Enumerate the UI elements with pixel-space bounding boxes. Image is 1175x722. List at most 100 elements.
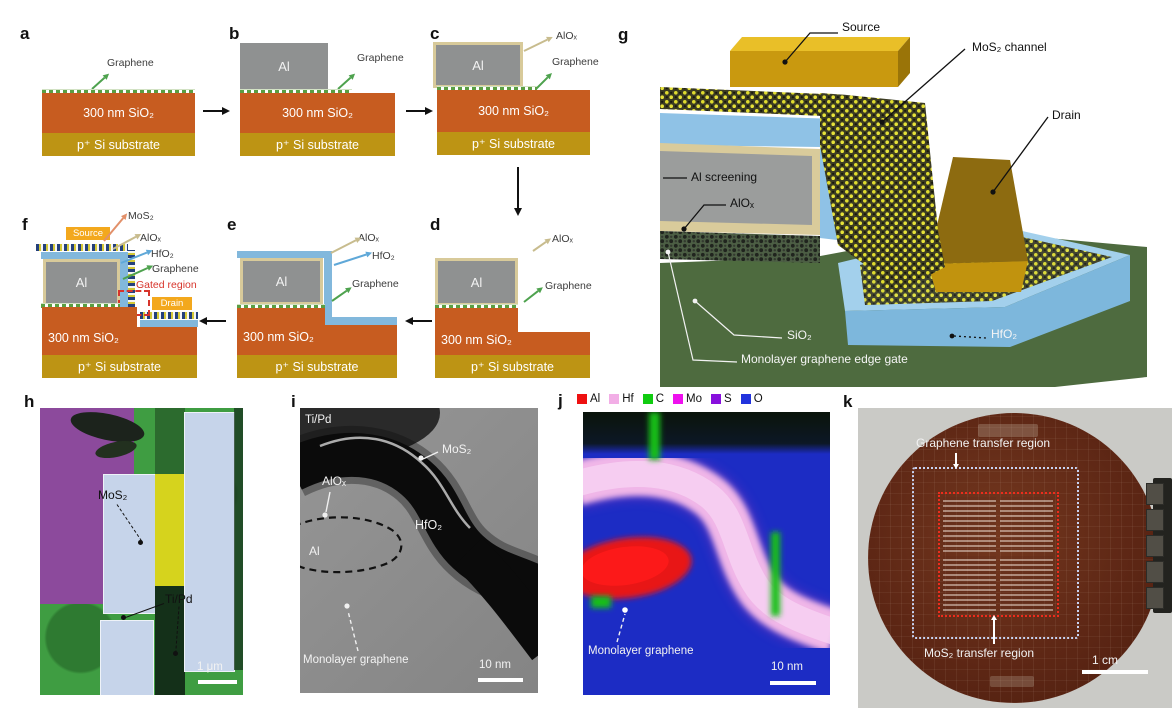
sio2-layer-etched: [137, 327, 197, 355]
wafer-test-structure: [978, 424, 1038, 437]
alox-label-tem: AlOₓ: [322, 474, 346, 488]
panel-letter-e: e: [227, 215, 237, 234]
legend-swatch-hf: [609, 394, 620, 404]
hfo2-layer-top: [237, 251, 332, 258]
substrate-label: p⁺ Si substrate: [76, 138, 161, 152]
graphene-transfer-region-box: [912, 467, 1079, 639]
substrate-layer: p⁺ Si substrate: [42, 355, 197, 378]
mos2-channel-label-3d: MoS₂ channel: [972, 40, 1047, 54]
sio2-layer-step: [435, 308, 518, 355]
leader-lines-white: [667, 251, 783, 363]
panel-letter-j: j: [558, 391, 563, 410]
hfo2-layer-side: [324, 251, 332, 325]
chip: [1146, 587, 1164, 609]
legend-item: O: [740, 393, 763, 405]
mos2-region-label: MoS₂ transfer region: [924, 646, 1035, 660]
graphene-arrow-icon: [331, 289, 348, 302]
sio2-label: 300 nm SiO₂: [83, 106, 154, 120]
sio2-layer: 300 nm SiO₂: [437, 90, 590, 132]
process-arrow-c-d: [513, 167, 522, 216]
sem-image: MoS₂ Ti/Pd 1 μm: [40, 408, 243, 695]
al-dashed-outline: [300, 516, 403, 574]
carbon-green-streaks: [591, 412, 780, 616]
graphene-layer: [41, 303, 120, 308]
source-box: Source: [66, 227, 110, 240]
al-block: Al: [240, 43, 328, 90]
hfo2-slab-front: [845, 255, 1130, 347]
graphene-label-b: Graphene: [357, 52, 404, 64]
substrate-label: p⁺ Si substrate: [275, 138, 360, 152]
substrate-layer: p⁺ Si substrate: [437, 132, 590, 155]
die-array-block: [1000, 497, 1053, 552]
alox-label-c: AlOₓ: [556, 30, 577, 42]
hfo2-label-3d: HfO₂: [991, 327, 1017, 341]
hfo2-label-tem: HfO₂: [415, 518, 443, 532]
legend-label: O: [753, 393, 763, 405]
sio2-layer: 300 nm SiO₂: [42, 93, 195, 133]
drain-electrode-3d: [928, 157, 1028, 264]
legend-swatch-al: [577, 394, 587, 404]
sio2-label: 300 nm SiO₂: [441, 333, 512, 347]
gated-region-label: Gated region: [136, 279, 197, 291]
hfo2-layer-bottom: [140, 320, 198, 327]
source-electrode-side: [898, 37, 910, 87]
legend-swatch-c: [642, 394, 653, 404]
leader-dots-black: [681, 59, 996, 339]
mos2-layer-top: [36, 244, 128, 251]
graphene-layer: [437, 86, 537, 91]
source-electrode-top: [730, 37, 910, 51]
dark-green-gap: [155, 408, 185, 474]
process-arrow-d-e: [405, 317, 432, 325]
graphene-layer: [237, 304, 325, 309]
tipd-label-tem: Ti/Pd: [305, 414, 332, 426]
legend-label: Hf: [622, 393, 634, 405]
scale-text: 10 nm: [771, 661, 803, 673]
graphene-leader-dot: [622, 607, 628, 613]
graphene-gate-label-3d: Monolayer graphene edge gate: [741, 352, 908, 366]
drain-electrode-front: [928, 261, 1028, 292]
graphene-label-e: Graphene: [352, 278, 399, 290]
dark-trench: [155, 586, 185, 695]
al-label: Al: [275, 274, 288, 289]
hfo2-label-e: HfO₂: [372, 250, 395, 262]
tipd-leader-dot-2: [173, 651, 178, 656]
panel-letter-c: c: [430, 24, 440, 43]
alox-arrow-icon: [523, 38, 548, 52]
sio2-layer: 300 nm SiO₂: [240, 93, 395, 133]
leader-lines-black: [663, 32, 1049, 339]
legend-label: Al: [590, 393, 601, 405]
legend-item: S: [711, 393, 732, 405]
mos2-layer-bottom: [140, 312, 198, 319]
legend-label: C: [655, 393, 665, 405]
al-label: Al: [75, 275, 88, 290]
substrate-label: p⁺ Si substrate: [471, 137, 556, 151]
alox-label-e: AlOₓ: [358, 232, 379, 244]
al-screening-label-3d: Al screening: [691, 170, 758, 184]
tipd-leader-dot: [121, 615, 126, 620]
alox-label-f: AlOₓ: [140, 232, 161, 244]
sio2-label: 300 nm SiO₂: [48, 331, 119, 345]
drain-label: Drain: [160, 298, 184, 309]
sio2-layer-etched: [518, 332, 590, 355]
graphene-layer: [240, 89, 352, 94]
mos2-transfer-region-box: [938, 492, 1059, 617]
mos2-region-arrow-icon: [990, 615, 997, 644]
drain-label-3d: Drain: [1052, 108, 1081, 122]
eds-map-image: Monolayer graphene 10 nm: [583, 412, 830, 695]
scale-text: 1 μm: [197, 661, 223, 673]
chip: [1146, 483, 1164, 505]
legend-item: Hf: [609, 393, 634, 405]
alox-arrow-icon: [330, 239, 357, 254]
mos2-label-sem: MoS₂: [98, 488, 128, 502]
substrate-layer: p⁺ Si substrate: [435, 355, 590, 378]
mos2-thin-line: [319, 436, 471, 529]
chip: [1146, 509, 1164, 531]
substrate-layer: p⁺ Si substrate: [240, 133, 395, 156]
graphene-label-tem: Monolayer graphene: [303, 654, 409, 666]
mos2-lattice-mesa-top: [660, 87, 847, 117]
process-arrow-b-c: [406, 107, 433, 115]
sio2-layer-step: [42, 307, 137, 355]
scale-bar: [198, 680, 237, 684]
source-label-3d: Source: [842, 20, 881, 34]
graphene-arrow-icon: [523, 290, 539, 303]
